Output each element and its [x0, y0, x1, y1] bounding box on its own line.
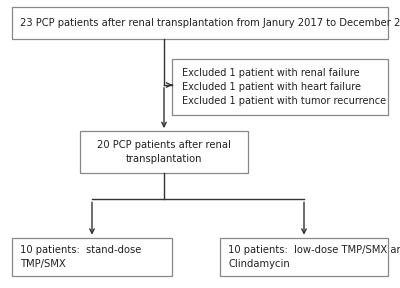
- FancyBboxPatch shape: [172, 59, 388, 115]
- Text: 10 patients:  stand-dose
TMP/SMX: 10 patients: stand-dose TMP/SMX: [20, 245, 141, 269]
- Text: 23 PCP patients after renal transplantation from Janury 2017 to December 2019: 23 PCP patients after renal transplantat…: [20, 18, 400, 28]
- FancyBboxPatch shape: [80, 131, 248, 173]
- FancyBboxPatch shape: [12, 7, 388, 39]
- Text: 20 PCP patients after renal
transplantation: 20 PCP patients after renal transplantat…: [97, 140, 231, 164]
- Text: 10 patients:  low-dose TMP/SMX and
Clindamycin: 10 patients: low-dose TMP/SMX and Clinda…: [228, 245, 400, 269]
- FancyBboxPatch shape: [12, 238, 172, 276]
- FancyBboxPatch shape: [220, 238, 388, 276]
- Text: Excluded 1 patient with renal failure
Excluded 1 patient with heart failure
Excl: Excluded 1 patient with renal failure Ex…: [182, 68, 386, 106]
